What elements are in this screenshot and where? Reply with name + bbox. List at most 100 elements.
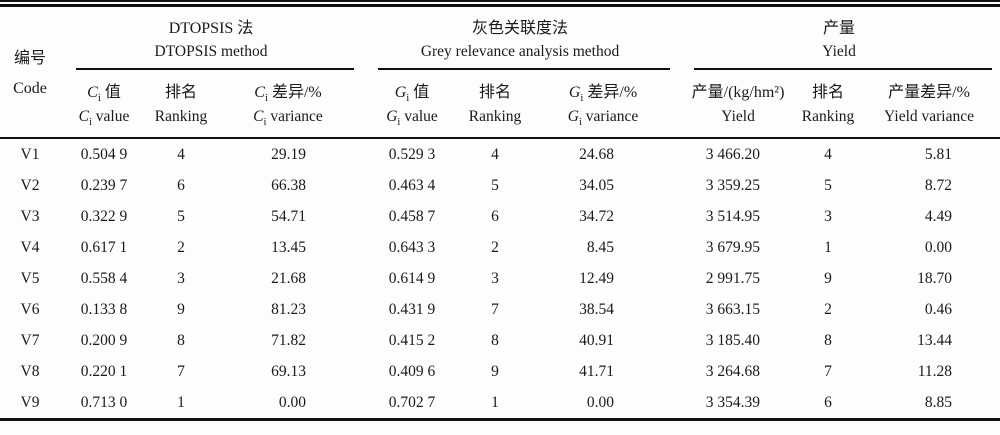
group-header-dtopsis-en: DTOPSIS method [60,41,362,70]
yield-ranking-cell: 6 [824,394,832,411]
gi-symbol: G [567,108,579,125]
ci-variance-cell: 81.23 [271,301,307,318]
gi-value-cell: 0.702 7 [388,394,436,411]
yield-variance-cell: 11.28 [917,363,953,380]
gi-value-cell: 0.431 9 [388,301,436,318]
col-header-yield-variance-en: Yield variance [884,108,974,125]
group-header-yield-zh: 产量 [823,20,856,37]
ci-variance-cell: 54.71 [271,208,307,225]
gi-ranking-cell: 5 [491,177,499,194]
gi-ranking-cell: 4 [462,137,529,170]
yield-ranking-cell: 9 [824,270,832,287]
yield-variance-cell: 4.49 [924,208,953,225]
yield-variance-cell: 13.44 [917,332,953,349]
group-header-row-zh: 编号 Code DTOPSIS 法 灰色关联度法 产量 [0,6,1000,97]
col-header-yield-variance-zh: 产量差异/% [888,84,970,101]
yield-variance-cell: 8.72 [924,177,953,194]
ci-ranking-cell: 9 [177,301,185,318]
col-header-ci-variance-zh: Ci 差异/% [254,84,322,105]
table-row: V5 0.558 4 3 21.68 0.614 9 3 12.49 2 991.75 9 18.… [0,263,1000,294]
gi-ranking-cell: 7 [491,301,499,318]
ci-ranking-cell: 2 [177,239,185,256]
yield-cell: 3 264.68 [705,363,761,380]
col-header-ranking2-en: Ranking [468,108,522,125]
yield-cell: 3 679.95 [705,239,761,256]
corner-header-zh: 编号 [13,49,46,67]
col-header-ci-variance-en: Ci variance [253,108,323,129]
table-row: V1 0.504 9 4 29.19 0.529 3 4 24.68 3 466.20 4 5.8… [0,137,1000,170]
yield-ranking-cell: 2 [824,301,832,318]
ci-ranking-cell: 7 [177,363,185,380]
yield-cell: 3 663.15 [705,301,761,318]
gi-variance-cell: 34.72 [579,208,615,225]
comparison-table-wrap: 编号 Code DTOPSIS 法 灰色关联度法 产量 DTOPSIS meth… [0,0,1000,421]
code-cell: V9 [20,394,40,411]
yield-variance-cell: 8.85 [924,394,953,411]
col-header-gi-value-en: Gi value [386,108,438,129]
ci-value-cell: 0.322 9 [80,208,128,225]
yield-cell: 3 354.39 [705,394,761,411]
subheader-row-zh: Ci 值 排名 Ci 差异/% Gi 值 排名 Gi 差异/% 产量/(kg/h… [0,70,1000,105]
gi-ranking-cell: 1 [491,394,499,411]
ci-value-cell: 0.200 9 [80,332,128,349]
ci-ranking-cell: 4 [148,137,214,170]
col-header-gi-variance-en: Gi variance [567,108,639,129]
ci-ranking-cell: 1 [177,394,185,411]
code-cell: V6 [20,301,40,318]
gi-value-cell: 0.463 4 [388,177,436,194]
ci-symbol: C [253,108,264,125]
gi-variance-cell: 24.68 [528,137,679,170]
corner-header-en: Code [13,80,47,97]
col-header-ranking1-en: Ranking [154,108,208,125]
ci-value-cell: 0.713 0 [80,394,128,411]
col-header-ranking2-zh: 排名 [479,84,512,101]
yield-ranking-cell: 3 [824,208,832,225]
yield-variance-cell: 5.81 [858,137,1000,170]
table-row: V4 0.617 1 2 13.45 0.643 3 2 8.45 3 679.95 1 0.00 [0,232,1000,263]
gi-value-cell: 0.643 3 [388,239,436,256]
col-header-gi-variance-zh: Gi 差异/% [568,84,638,105]
gi-value-cell: 0.409 6 [388,363,436,380]
yield-cell: 3 466.20 [678,137,799,170]
col-header-yield-en: Yield [721,108,755,125]
yield-variance-cell: 0.46 [924,301,953,318]
gi-variance-cell: 0.00 [586,394,615,411]
table-row: V8 0.220 1 7 69.13 0.409 6 9 41.71 3 264.68 7 11.… [0,356,1000,387]
code-cell: V1 [0,137,60,170]
ci-symbol: C [87,84,98,101]
table-row: V3 0.322 9 5 54.71 0.458 7 6 34.72 3 514.95 3 4.4… [0,201,1000,232]
ci-symbol: C [254,84,265,101]
gi-variance-cell: 12.49 [579,270,615,287]
corner-header-code: 编号 Code [0,6,60,139]
gi-variance-cell: 40.91 [579,332,615,349]
gi-value-cell: 0.529 3 [362,137,463,170]
col-header-gi-value-zh: Gi 值 [394,84,430,105]
gi-ranking-cell: 9 [491,363,499,380]
col-header-ranking3-zh: 排名 [812,84,845,101]
yield-ranking-cell: 1 [824,239,832,256]
ci-value-cell: 0.133 8 [80,301,128,318]
gi-value-cell: 0.614 9 [388,270,436,287]
yield-ranking-cell: 8 [824,332,832,349]
ci-variance-cell: 21.68 [271,270,307,287]
col-header-ranking1-zh: 排名 [164,84,197,101]
code-cell: V8 [20,363,40,380]
col-header-ci-value-en: Ci value [78,108,130,129]
gi-variance-cell: 34.05 [579,177,615,194]
code-cell: V5 [20,270,40,287]
yield-ranking-cell: 4 [798,137,859,170]
gi-variance-cell: 38.54 [579,301,615,318]
yield-variance-cell: 18.70 [917,270,953,287]
group-header-grey-en: Grey relevance analysis method [362,41,678,70]
gi-variance-cell: 41.71 [579,363,615,380]
code-cell: V7 [20,332,40,349]
yield-cell: 2 991.75 [705,270,761,287]
ci-value-cell: 0.504 9 [60,137,148,170]
ci-variance-cell: 71.82 [271,332,307,349]
ci-ranking-cell: 8 [177,332,185,349]
yield-variance-cell: 0.00 [924,239,953,256]
gi-value-cell: 0.415 2 [388,332,436,349]
gi-ranking-cell: 8 [491,332,499,349]
ci-ranking-cell: 3 [177,270,185,287]
gi-ranking-cell: 2 [491,239,499,256]
